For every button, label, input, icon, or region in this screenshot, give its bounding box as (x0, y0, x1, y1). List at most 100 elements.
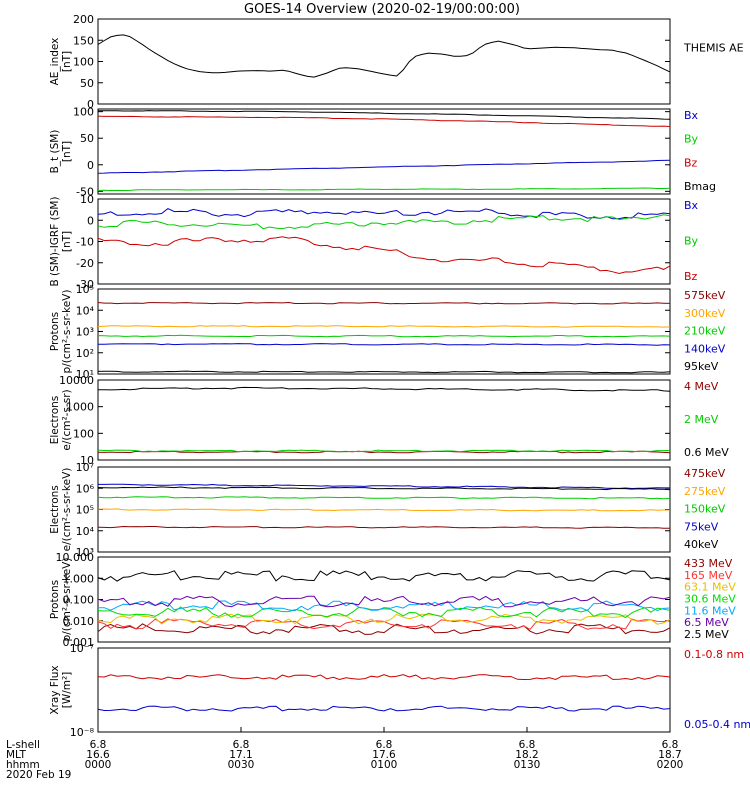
x-tick-label: 6.8 (519, 739, 536, 751)
series-line-40kev (97, 486, 671, 491)
panel-frame (97, 647, 671, 733)
y-tick-label: 100 (73, 56, 94, 69)
y-tick-label: -20 (76, 257, 94, 270)
series-line-433-mev (97, 623, 671, 635)
x-tick-label: 18.2 (515, 749, 538, 761)
legend-label: Bx (684, 199, 699, 212)
series-line-300kev (97, 325, 671, 328)
y-tick-label: 10⁷ (76, 461, 94, 474)
y-axis-label: Xray Flux (49, 665, 61, 714)
y-tick-label: 150 (73, 34, 94, 47)
y-tick-label: 50 (80, 132, 94, 145)
panel-frame (97, 556, 671, 643)
y-axis-label: Protons (49, 312, 61, 351)
legend-label: 6.5 MeV (684, 616, 729, 629)
legend-label: 0.05-0.4 nm (684, 718, 750, 731)
x-tick-label: 0100 (371, 759, 398, 771)
panel-frame (97, 379, 671, 461)
legend-label: 210keV (684, 325, 726, 338)
legend-label: THEMIS AE (683, 42, 744, 55)
legend-label: 95keV (684, 360, 719, 373)
legend-label: 275keV (684, 485, 726, 498)
y-tick-label: 0.010 (63, 615, 95, 628)
y-tick-label: 100 (73, 427, 94, 440)
y-axis-label: Protons (49, 580, 61, 619)
x-tick-label: 18.7 (658, 749, 681, 761)
legend-label: 150keV (684, 503, 726, 516)
panel-2: -50 0 50 100 B_t (SM) [nT] Bx By Bz Bmag (49, 106, 716, 199)
x-row-label: L-shell (6, 739, 40, 751)
y-tick-label: 1000 (66, 401, 94, 414)
y-tick-label: 10.000 (56, 551, 95, 564)
legend-label: 40keV (684, 538, 719, 551)
legend-label: 0.1-0.8 nm (684, 648, 744, 661)
panel-1: 0 50 100 150 200 AE_index [nT] THEMIS AE (49, 13, 744, 111)
panel-3: -30 -20 -10 0 10 B (SM)-IGRF (SM) [nT] Bx By Bz (49, 193, 699, 291)
y-tick-label: 0.001 (63, 636, 95, 649)
series-line-6-5-mev (97, 595, 671, 608)
y-axis-label: p/(cm²-s-sr-keV) (61, 558, 73, 642)
y-tick-label: 0 (87, 214, 94, 227)
legend-label: Bz (684, 270, 698, 283)
y-tick-label: 10² (76, 347, 94, 360)
y-tick-label: 10³ (76, 326, 94, 339)
series-line-0-1-0-8-nm (97, 674, 671, 681)
legend-label: Bz (684, 156, 698, 169)
series-line-150kev (97, 496, 671, 500)
y-tick-label: 10⁵ (76, 283, 94, 296)
x-tick-label: 6.8 (90, 739, 107, 751)
legend-label: Bmag (684, 180, 716, 193)
series-line-bx (97, 159, 671, 174)
series-line-95kev (97, 370, 671, 374)
x-tick-label: 6.8 (376, 739, 393, 751)
x-tick-label: 16.6 (86, 749, 110, 761)
x-tick-label: 0130 (514, 759, 541, 771)
y-axis-label: e/(cm²-s-sr) (61, 389, 73, 450)
series-line-210kev (97, 334, 671, 338)
x-tick-label: 17.1 (229, 749, 252, 761)
panel-7: 0.001 0.010 0.100 1.000 10.000 Protons p/(cm²-… (49, 551, 736, 649)
legend-label: 11.6 MeV (684, 604, 736, 617)
y-tick-label: 10⁴ (76, 525, 95, 538)
y-axis-label: AE_index (49, 38, 61, 86)
y-tick-label: -10 (76, 236, 94, 249)
series-line-11-6-mev (98, 600, 671, 612)
y-tick-label: 10⁴ (76, 304, 95, 317)
x-row-label: hhmm (6, 759, 40, 771)
y-tick-label: 10⁵ (76, 504, 94, 517)
legend-label: 75keV (684, 520, 719, 533)
series-line-by (97, 187, 671, 192)
panel-frame (97, 18, 671, 105)
y-axis-label: e/(cm²-s-sr-keV) (61, 468, 73, 552)
series-line-by (97, 214, 671, 230)
series-line-bz (97, 236, 671, 275)
legend-label: 63.1 MeV (684, 581, 736, 594)
y-tick-label: 50 (80, 77, 94, 90)
legend-label: 30.6 MeV (684, 593, 736, 606)
y-tick-label: 10⁻⁸ (70, 726, 95, 739)
series-line-2-5-mev (97, 570, 671, 582)
y-axis-label: B (SM)-IGRF (SM) (49, 196, 61, 286)
y-tick-label: 10 (80, 454, 94, 467)
panel-4: 10¹ 10² 10³ 10⁴ 10⁵ Protons p/(cm²-s-sr-keV) 57… (49, 283, 726, 381)
y-tick-label: 10 (80, 193, 94, 206)
legend-label: 140keV (684, 342, 726, 355)
x-tick-label: 6.8 (662, 739, 679, 751)
series-line-0-05-0-4-nm (97, 705, 671, 712)
y-axis-label: Electrons (49, 396, 61, 445)
y-tick-label: 10⁻⁷ (70, 642, 94, 655)
figure-title: GOES-14 Overview (2020-02-19/00:00:00) (244, 2, 520, 17)
series-line-575kev (97, 301, 671, 305)
legend-label: 475keV (684, 467, 726, 480)
y-tick-label: -30 (76, 278, 94, 291)
panel-6: 10³ 10⁴ 10⁵ 10⁶ 10⁷ Electrons e/(cm²-s-sr-keV)… (49, 461, 726, 559)
x-tick-label: 6.8 (233, 739, 250, 751)
series-line-275kev (97, 508, 670, 512)
y-tick-label: 10000 (59, 374, 94, 387)
panel-frame (97, 288, 671, 375)
panel-8: 10⁻⁸ 10⁻⁷ Xray Flux [W/m²] 0.1-0.8 nm 0.05-0.… (49, 642, 750, 739)
panel-frame (97, 108, 671, 195)
series-line-bz (97, 115, 671, 127)
y-tick-label: -50 (76, 185, 94, 198)
